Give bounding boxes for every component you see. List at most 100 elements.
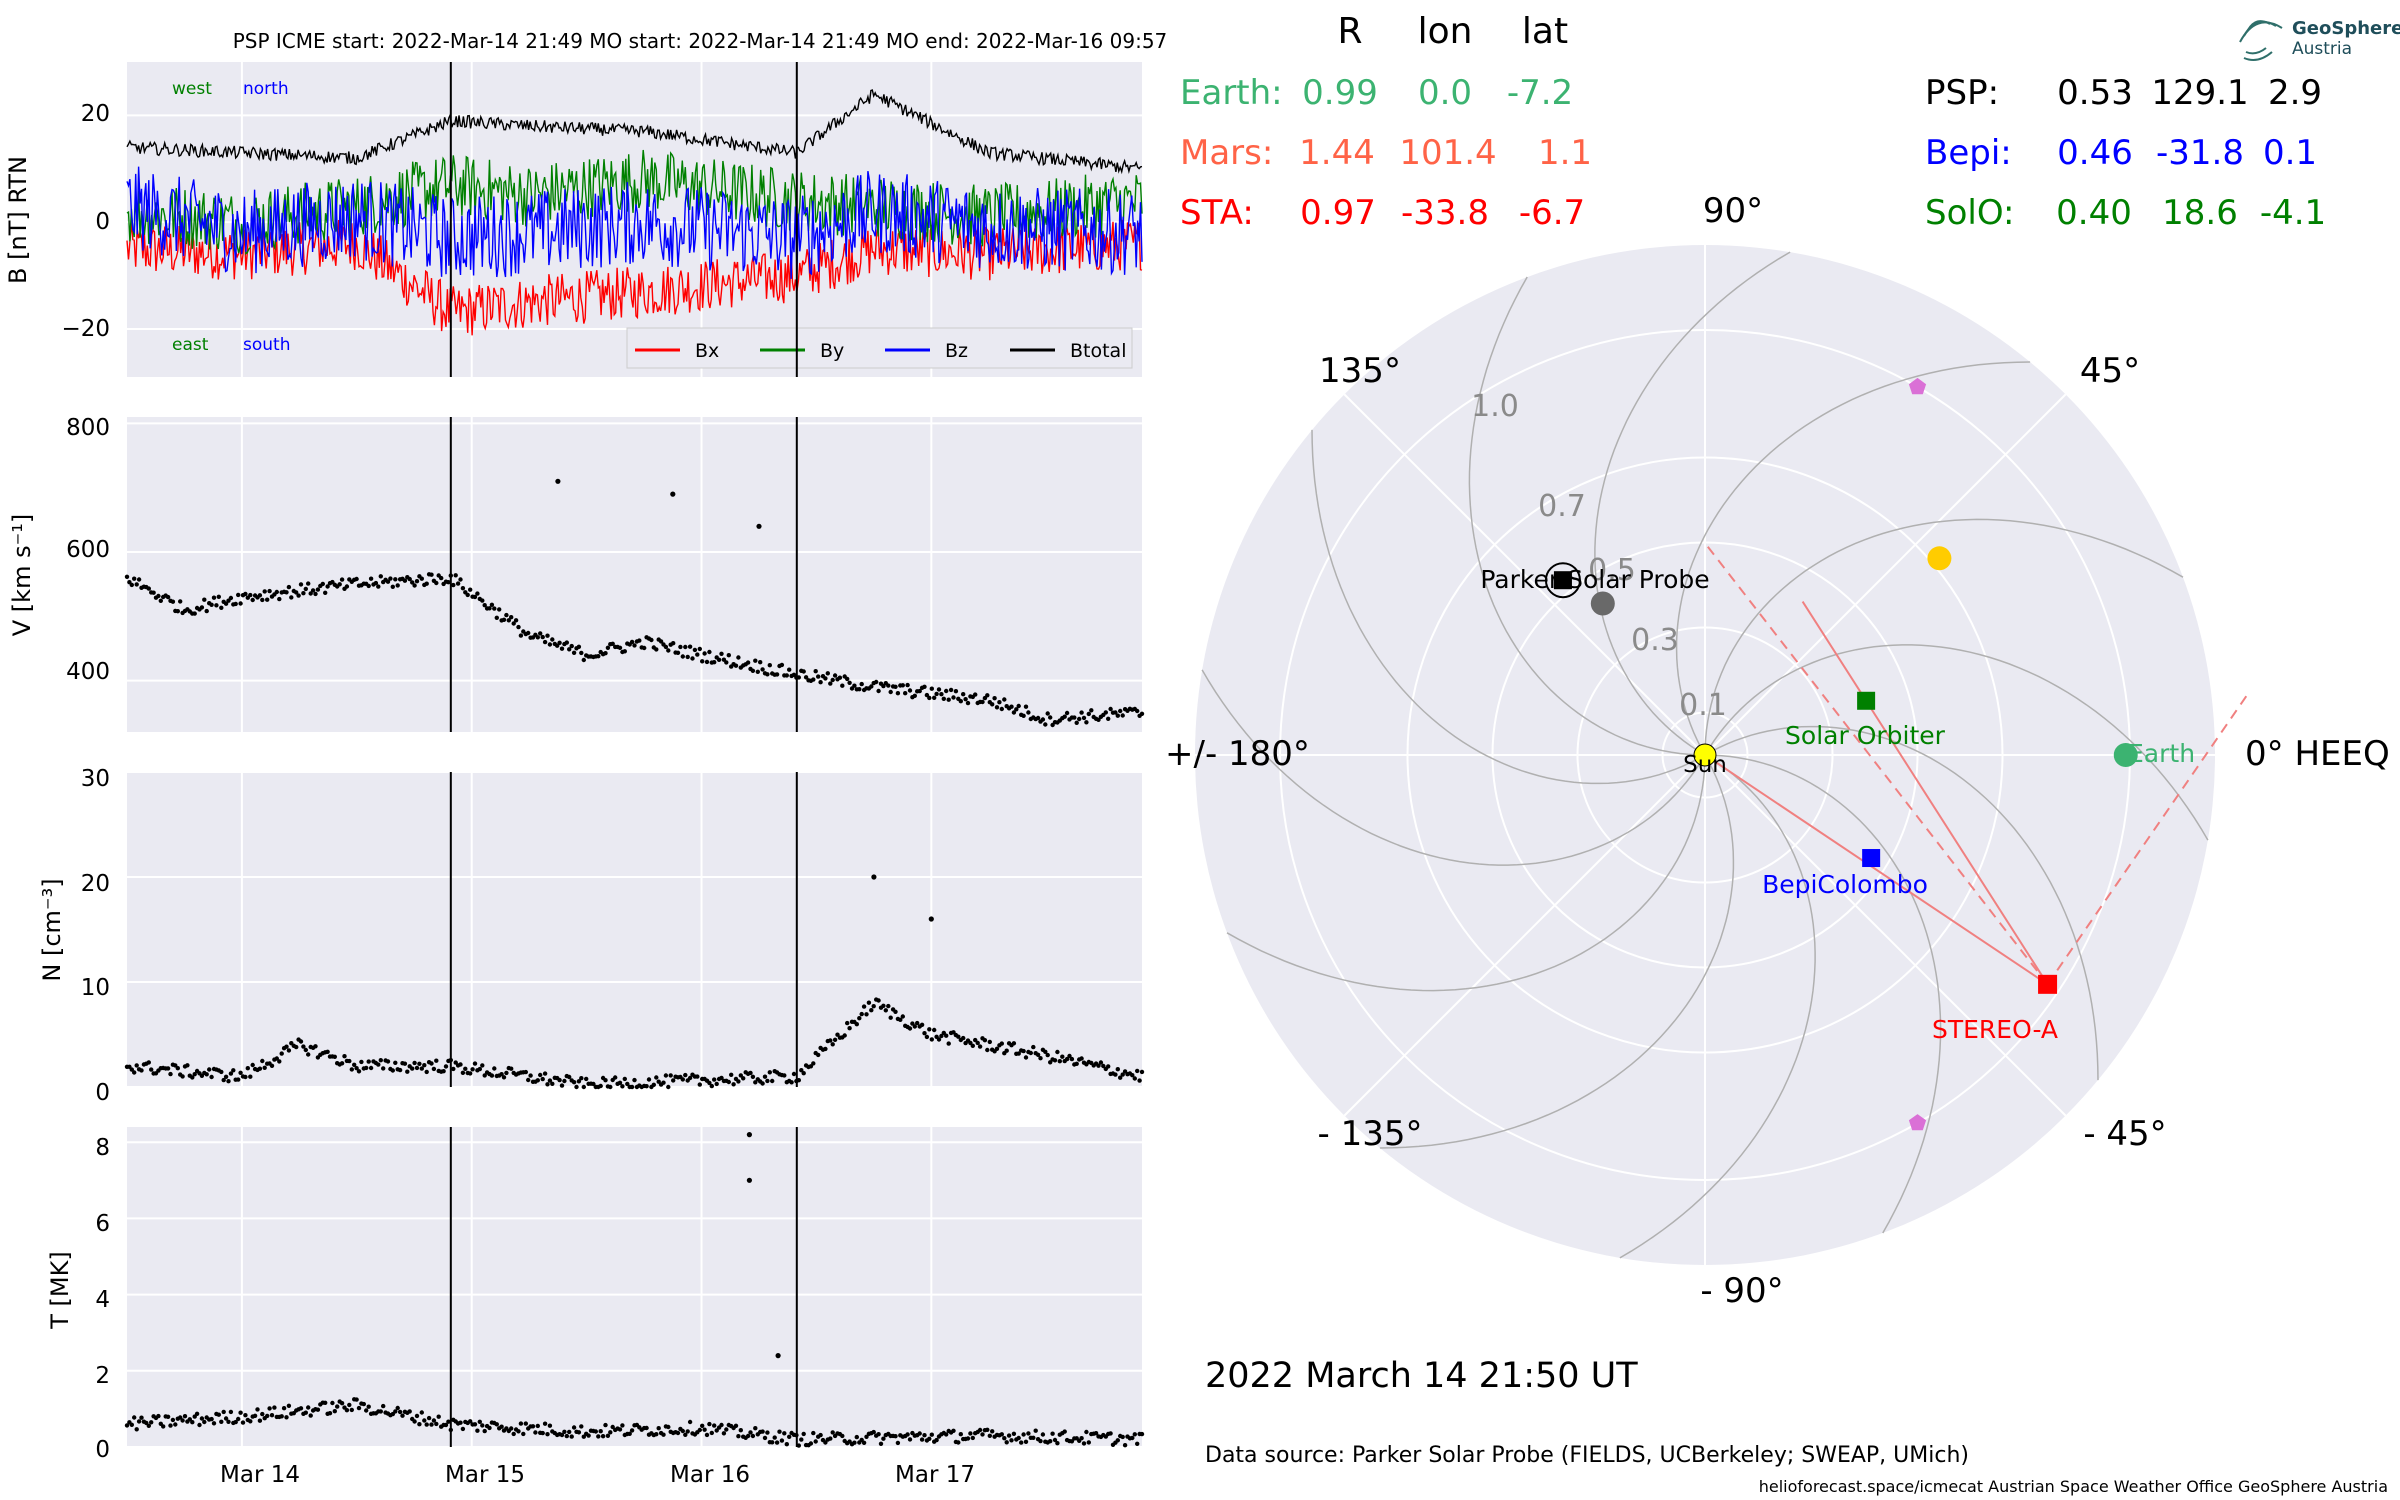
data-point: [144, 1420, 149, 1426]
data-point: [499, 1072, 504, 1077]
data-point: [922, 1433, 927, 1438]
data-point: [434, 1058, 439, 1063]
data-point: [468, 1419, 473, 1424]
data-point: [410, 580, 415, 585]
data-point: [211, 1421, 217, 1426]
data-point: [226, 1419, 231, 1425]
data-point: [632, 643, 637, 648]
data-point: [1115, 1067, 1121, 1072]
data-point: [1011, 1431, 1017, 1437]
data-point: [832, 673, 838, 678]
data-point: [934, 1437, 939, 1443]
row-lon: -31.8: [2156, 133, 2244, 173]
data-point: [339, 1061, 345, 1066]
data-point: [129, 582, 134, 588]
data-point: [936, 687, 942, 692]
data-point: [632, 1077, 637, 1083]
data-point: [567, 647, 572, 652]
data-point: [482, 1428, 487, 1434]
legend-box: [626, 327, 1133, 369]
data-point: [883, 1008, 888, 1013]
data-point: [489, 1073, 495, 1078]
data-point: [801, 669, 806, 674]
sta-sun-line: [1704, 754, 2049, 986]
data-point: [680, 1077, 685, 1082]
footer-credits: helioforecast.space/icmecat Austrian Spa…: [1759, 1477, 2388, 1496]
data-point: [364, 1065, 369, 1071]
data-point: [209, 1416, 214, 1422]
data-point: [919, 1437, 925, 1442]
data-point: [968, 1431, 973, 1436]
data-point: [202, 597, 207, 602]
ylabel-t: T [MK]: [46, 1251, 74, 1329]
data-point: [436, 1414, 441, 1419]
data-point: [767, 663, 772, 668]
data-point: [286, 1048, 292, 1053]
data-point: [999, 1432, 1004, 1437]
data-point: [1084, 720, 1089, 725]
angle-label-45: 45°: [2080, 351, 2140, 391]
label-earth: Earth: [2128, 739, 2195, 768]
data-point: [1096, 1063, 1101, 1068]
data-point: [774, 672, 780, 677]
data-point: [504, 1070, 509, 1076]
data-point: [1031, 1044, 1036, 1050]
data-point: [857, 687, 862, 692]
data-point: [134, 1063, 139, 1068]
data-point: [562, 1078, 567, 1084]
ytick-n-0: 0: [95, 1080, 110, 1106]
data-point: [571, 650, 577, 655]
data-point: [733, 1423, 739, 1429]
data-point: [1122, 1443, 1128, 1448]
data-point: [349, 1067, 354, 1072]
data-point: [192, 611, 197, 616]
data-point: [301, 1044, 306, 1049]
data-point: [1060, 1054, 1065, 1059]
data-point: [721, 1431, 727, 1436]
data-point: [260, 1058, 265, 1064]
data-point: [550, 1081, 555, 1087]
data-point: [1130, 1073, 1135, 1078]
data-point-spike: [928, 916, 934, 922]
data-point: [758, 660, 763, 665]
data-point: [337, 582, 342, 587]
data-point: [339, 1401, 345, 1406]
data-point: [745, 660, 751, 665]
data-point: [893, 684, 898, 689]
row-psp: PSP: 0.53 129.1 2.9: [1925, 73, 2322, 113]
angle-label-minus45: - 45°: [2083, 1114, 2166, 1154]
data-point: [431, 1066, 437, 1072]
data-point: [410, 1066, 415, 1071]
logo-swirl-icon: [2239, 20, 2283, 61]
data-point: [1028, 1050, 1034, 1056]
data-point: [596, 654, 601, 659]
data-point: [932, 1027, 937, 1033]
data-point: [197, 1422, 202, 1428]
data-point: [368, 1065, 374, 1071]
data-point: [356, 1069, 362, 1074]
left-title: PSP ICME start: 2022-Mar-14 21:49 MO sta…: [233, 29, 1168, 53]
data-point: [712, 1077, 717, 1082]
data-point: [692, 647, 698, 653]
data-point: [994, 705, 1000, 710]
row-lat: -4.1: [2260, 193, 2326, 233]
data-point: [385, 579, 391, 584]
data-point: [1108, 706, 1113, 712]
data-point: [310, 588, 316, 593]
angle-label-90: 90°: [1703, 191, 1763, 231]
data-point: [1139, 711, 1145, 716]
data-point: [837, 675, 843, 680]
data-point: [724, 1427, 729, 1432]
data-point: [221, 1409, 226, 1415]
data-point: [535, 1423, 540, 1429]
data-point: [620, 1084, 625, 1089]
data-point: [168, 1423, 173, 1428]
data-point: [629, 1084, 635, 1090]
data-point: [1043, 1049, 1048, 1055]
data-point: [526, 630, 531, 636]
data-point: [915, 1020, 920, 1026]
data-point: [390, 1068, 395, 1073]
data-point: [787, 1434, 792, 1440]
data-point: [702, 651, 707, 656]
data-point: [1069, 1056, 1075, 1062]
